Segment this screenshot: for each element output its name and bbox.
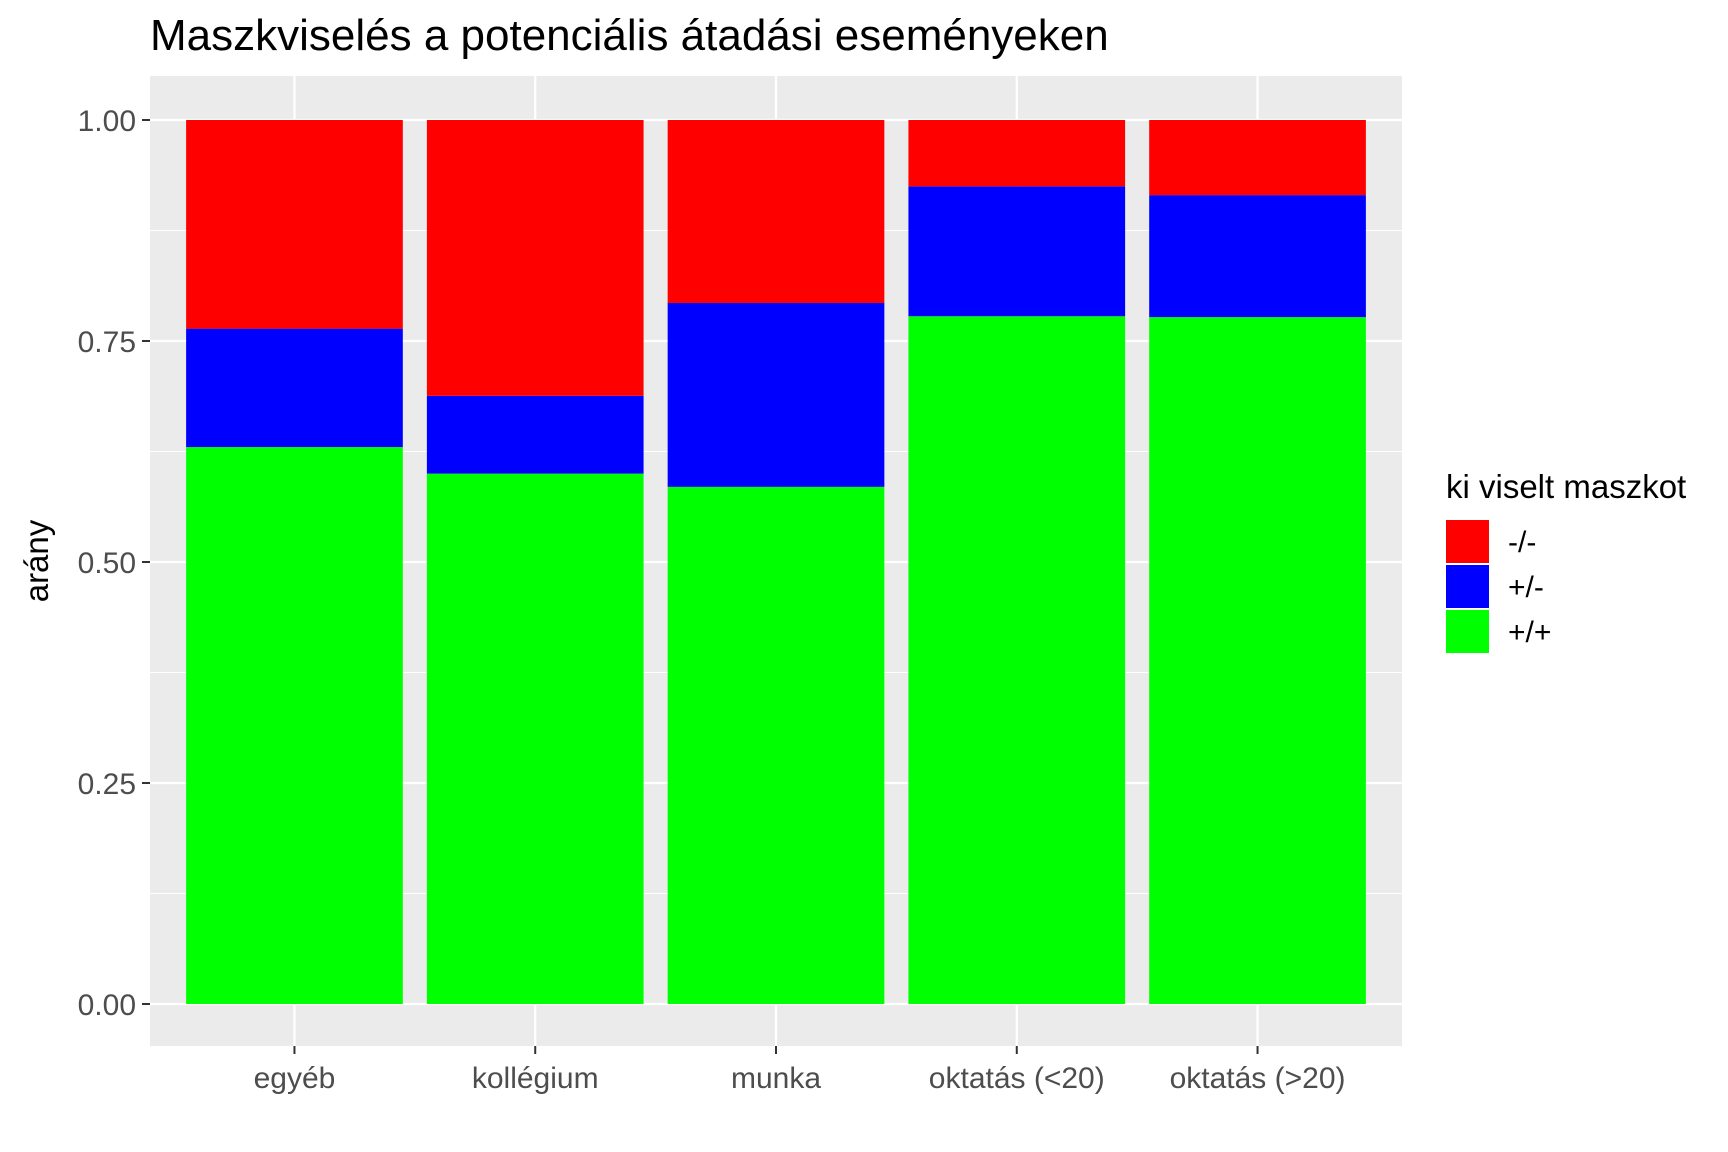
y-tick-label: 0.50	[78, 547, 136, 580]
bar-segment	[908, 120, 1126, 187]
bar-segment	[1149, 195, 1366, 318]
y-tick-label: 0.00	[78, 989, 136, 1022]
legend: ki viselt maszkot -/- +/- +/+	[1446, 468, 1686, 653]
bar-segment	[186, 328, 403, 448]
x-tick-label: munka	[731, 1062, 821, 1095]
x-axis: egyéb kollégium munka oktatás (<20) oktatás …	[254, 1046, 1346, 1095]
bar-segment	[426, 395, 644, 474]
bar-segment	[667, 302, 885, 487]
bar-segment	[908, 186, 1126, 317]
y-tick-label: 0.75	[78, 326, 136, 359]
y-tick-label: 0.25	[78, 768, 136, 801]
y-tick-label: 1.00	[78, 105, 136, 138]
bar-segment	[1149, 317, 1366, 1005]
bar-segment	[667, 120, 885, 303]
legend-label: +/-	[1508, 571, 1544, 604]
y-axis: 0.00 0.25 0.50 0.75 1.00	[78, 105, 150, 1022]
bars	[186, 120, 1366, 1005]
bar-segment	[186, 447, 403, 1005]
bar-segment	[426, 473, 644, 1005]
x-tick-label: kollégium	[472, 1062, 599, 1095]
legend-swatch	[1446, 520, 1489, 563]
x-tick-label: oktatás (<20)	[929, 1062, 1105, 1095]
bar-segment	[426, 120, 644, 396]
chart-title: Maszkviselés a potenciális átadási esemé…	[150, 11, 1109, 60]
legend-label: -/-	[1508, 526, 1536, 559]
bar-segment	[186, 120, 403, 329]
x-tick-label: oktatás (>20)	[1170, 1062, 1346, 1095]
legend-title: ki viselt maszkot	[1446, 468, 1686, 505]
y-axis-label: arány	[18, 519, 55, 602]
x-tick-label: egyéb	[254, 1062, 336, 1095]
bar-segment	[1149, 120, 1366, 196]
legend-label: +/+	[1508, 616, 1551, 649]
legend-swatch	[1446, 565, 1489, 608]
bar-segment	[667, 486, 885, 1004]
bar-segment	[908, 316, 1126, 1004]
legend-swatch	[1446, 610, 1489, 653]
